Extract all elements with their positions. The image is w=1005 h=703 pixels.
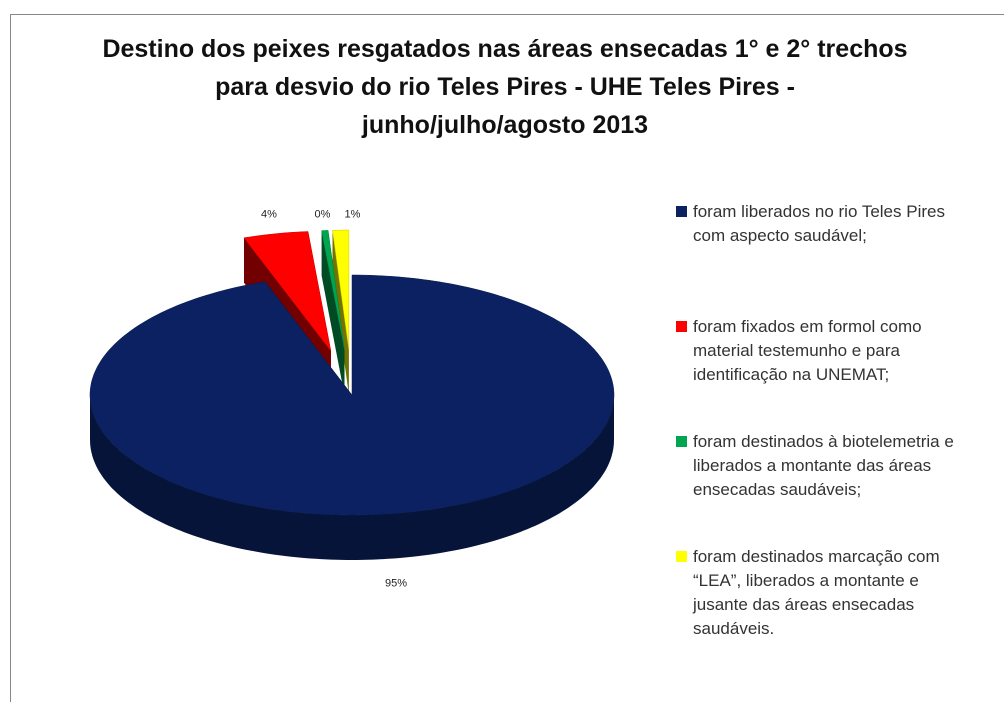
- legend-label: foram destinados à biotelemetria e liber…: [693, 432, 954, 499]
- data-label: 4%: [261, 208, 277, 220]
- legend-swatch: [676, 321, 687, 332]
- legend-label: foram fixados em formol como material te…: [693, 317, 922, 384]
- data-label: 0%: [315, 208, 331, 220]
- data-label: 95%: [385, 577, 407, 589]
- legend-label: foram destinados marcação com “LEA”, lib…: [693, 547, 940, 638]
- pie-slice-side: [321, 230, 345, 396]
- chart-title: Destino dos peixes resgatados nas áreas …: [102, 35, 908, 139]
- pie-slice-side: [332, 230, 349, 395]
- legend-swatch: [676, 206, 687, 217]
- pie-slice: [321, 230, 345, 351]
- legend-label: foram liberados no rio Teles Pires com a…: [693, 202, 945, 245]
- data-label: 1%: [345, 208, 361, 220]
- legend-swatch: [676, 436, 687, 447]
- legend-item: foram destinados à biotelemetria e liber…: [676, 430, 976, 545]
- pie-slice-wall: [90, 395, 614, 560]
- legend-item: foram destinados marcação com “LEA”, lib…: [676, 545, 976, 660]
- legend-item: foram fixados em formol como material te…: [676, 315, 976, 430]
- pie-slice: [332, 229, 350, 351]
- legend-swatch: [676, 551, 687, 562]
- pie-slice: [243, 231, 332, 352]
- chart-frame: [10, 14, 1004, 702]
- pie-slice: [89, 274, 615, 516]
- legend: foram liberados no rio Teles Pires com a…: [676, 200, 976, 660]
- legend-item: foram liberados no rio Teles Pires com a…: [676, 200, 976, 315]
